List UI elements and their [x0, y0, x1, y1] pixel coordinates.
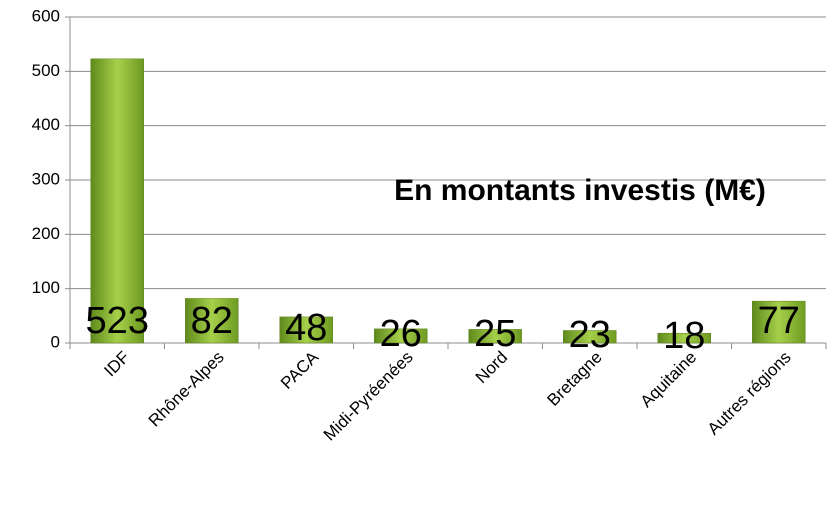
x-tick-label: Autres régions [704, 348, 795, 439]
bar [752, 300, 806, 344]
value-label: 523 [86, 300, 149, 342]
value-label: 82 [191, 300, 233, 342]
x-tick-label: Rhône-Alpes [145, 348, 228, 431]
bar [657, 332, 711, 344]
x-tick-label: IDF [100, 348, 133, 381]
x-tick-label: PACA [277, 347, 323, 393]
bar [374, 328, 428, 344]
bar [90, 58, 144, 344]
x-tick-label: Bretagne [544, 348, 606, 410]
bar [563, 330, 617, 344]
value-label: 25 [474, 313, 516, 355]
value-label: 48 [285, 307, 327, 349]
value-label: 23 [569, 314, 611, 356]
value-label: 77 [758, 300, 800, 342]
bar [279, 316, 333, 344]
chart-title: En montants investis (M€) [394, 174, 766, 207]
bar [468, 329, 522, 344]
y-tick-label: 500 [32, 61, 60, 80]
y-tick-label: 400 [32, 115, 60, 134]
y-tick-label: 600 [32, 6, 60, 25]
y-tick-label: 100 [32, 278, 60, 297]
value-label: 18 [663, 315, 705, 357]
y-tick-label: 0 [51, 332, 60, 351]
bar [185, 298, 239, 344]
value-label: 26 [380, 313, 422, 355]
x-tick-label: Midi-Pyréenées [320, 348, 417, 445]
y-tick-label: 200 [32, 224, 60, 243]
y-tick-label: 300 [32, 169, 60, 188]
